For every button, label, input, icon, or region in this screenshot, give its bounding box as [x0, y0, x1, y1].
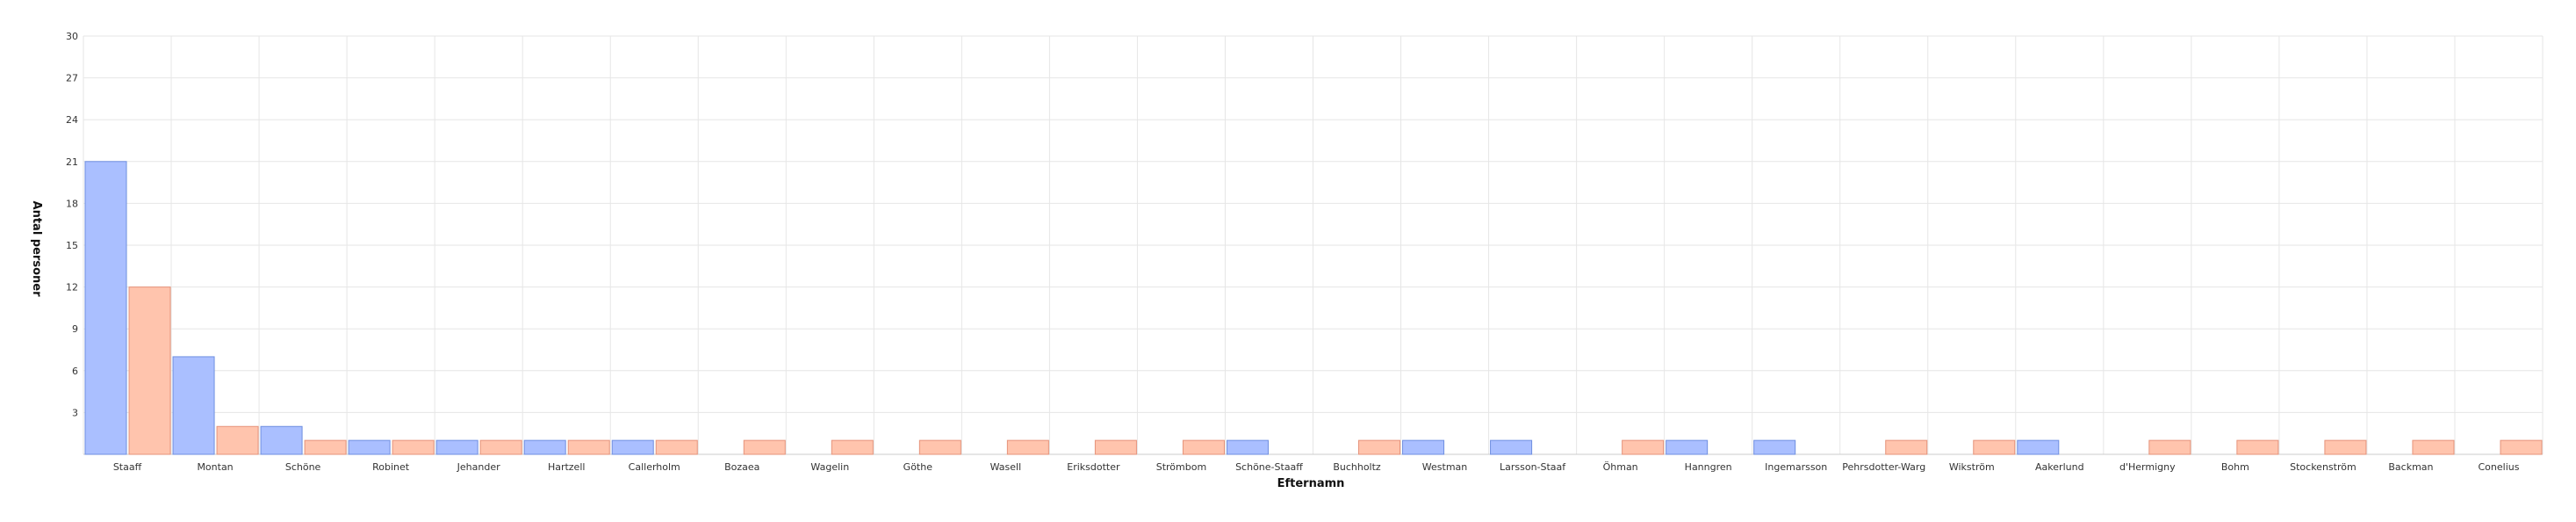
x-tick-label: Bozaea	[724, 461, 759, 473]
x-tick-label: Ingemarsson	[1765, 461, 1827, 473]
x-tick-label: Larsson-Staaf	[1500, 461, 1566, 473]
x-tick-label: Wagelin	[810, 461, 849, 473]
bar-callerholm-series-1	[611, 439, 654, 455]
bar-backman-series-2	[2412, 439, 2455, 455]
x-tick-label: Backman	[2388, 461, 2433, 473]
bars	[84, 161, 2543, 455]
bar-stockenstr-m-series-2	[2324, 439, 2367, 455]
y-axis-title: Antal personer	[30, 201, 43, 298]
x-tick-label: Wasell	[990, 461, 1022, 473]
bar-wikstr-m-series-2	[1973, 439, 2016, 455]
x-tick-label: Schöne	[285, 461, 321, 473]
y-tick-label: 9	[72, 323, 78, 335]
x-tick-label: Westman	[1422, 461, 1467, 473]
y-tick-label: 18	[66, 198, 78, 209]
bar-wasell-series-2	[1006, 439, 1049, 455]
y-tick-label: 24	[66, 114, 78, 126]
bar-robinet-series-2	[392, 439, 435, 455]
x-tick-label: Stockenström	[2290, 461, 2357, 473]
x-tick-label: Bohm	[2221, 461, 2249, 473]
x-tick-label: Hartzell	[548, 461, 586, 473]
bar-montan-series-2	[216, 425, 259, 455]
x-tick-label: Buchholtz	[1333, 461, 1381, 473]
bar-g-the-series-2	[918, 439, 961, 455]
x-tick-label: Eriksdotter	[1067, 461, 1120, 473]
x-tick-label: Conelius	[2478, 461, 2519, 473]
y-tick-label: 21	[66, 156, 78, 168]
bar-buchholtz-series-2	[1358, 439, 1401, 455]
bar-eriksdotter-series-2	[1094, 439, 1137, 455]
y-axis-ticks: 3 6 9 12 15 18 21 24 27 30	[66, 31, 78, 418]
x-tick-label: Schöne-Staaff	[1235, 461, 1303, 473]
bar-wagelin-series-2	[831, 439, 874, 455]
bar-staaff-series-1	[84, 161, 127, 455]
x-tick-label: Strömbom	[1156, 461, 1206, 473]
x-tick-label: Montan	[197, 461, 233, 473]
x-tick-label: Robinet	[372, 461, 410, 473]
bar-larsson-staaf-series-1	[1490, 439, 1533, 455]
x-tick-label: Öhman	[1603, 461, 1638, 473]
bar-d-hermigny-series-2	[2148, 439, 2191, 455]
y-tick-label: 30	[66, 31, 78, 42]
y-tick-label: 15	[66, 240, 78, 251]
x-tick-label: Jehander	[457, 461, 500, 473]
bar-sch-ne-series-2	[304, 439, 347, 455]
x-axis-title: Efternamn	[1277, 477, 1345, 490]
x-tick-label: d'Hermigny	[2119, 461, 2176, 473]
bar-ingemarsson-series-1	[1753, 439, 1796, 455]
x-tick-label: Staaff	[113, 461, 142, 473]
y-tick-label: 12	[66, 282, 78, 294]
x-axis-ticks: Staaff Montan Schöne Robinet Jehander Hartzel…	[113, 461, 2520, 473]
grid-lines	[83, 35, 2544, 455]
x-tick-label: Callerholm	[629, 461, 680, 473]
x-tick-label: Wikström	[1949, 461, 1995, 473]
bar-aakerlund-series-1	[2017, 439, 2060, 455]
x-tick-label: Göthe	[903, 461, 933, 473]
bar-hanngren-series-1	[1666, 439, 1709, 455]
bar-jehander-series-1	[435, 439, 479, 455]
bar-bohm-series-2	[2236, 439, 2279, 455]
bar-robinet-series-1	[348, 439, 391, 455]
bar-str-mbom-series-2	[1182, 439, 1225, 455]
bar-bozaea-series-2	[743, 439, 786, 455]
bar--hman-series-2	[1622, 439, 1665, 455]
x-tick-label: Aakerlund	[2035, 461, 2084, 473]
x-tick-label: Hanngren	[1685, 461, 1732, 473]
y-tick-label: 3	[72, 407, 78, 418]
y-tick-label: 6	[72, 366, 78, 377]
bar-hartzell-series-2	[567, 439, 610, 455]
bar-hartzell-series-1	[523, 439, 566, 455]
y-tick-label: 27	[66, 73, 78, 84]
bar-conelius-series-2	[2500, 439, 2543, 455]
bar-callerholm-series-2	[655, 439, 698, 455]
bar-sch-ne-staaff-series-1	[1226, 439, 1269, 455]
bar-staaff-series-2	[128, 286, 171, 455]
x-tick-label: Pehrsdotter-Warg	[1842, 461, 1925, 473]
bar-sch-ne-series-1	[260, 425, 303, 455]
bar-montan-series-1	[172, 356, 215, 455]
bar-westman-series-1	[1402, 439, 1445, 455]
bar-pehrsdotter-warg-series-2	[1885, 439, 1928, 455]
bar-jehander-series-2	[479, 439, 522, 455]
